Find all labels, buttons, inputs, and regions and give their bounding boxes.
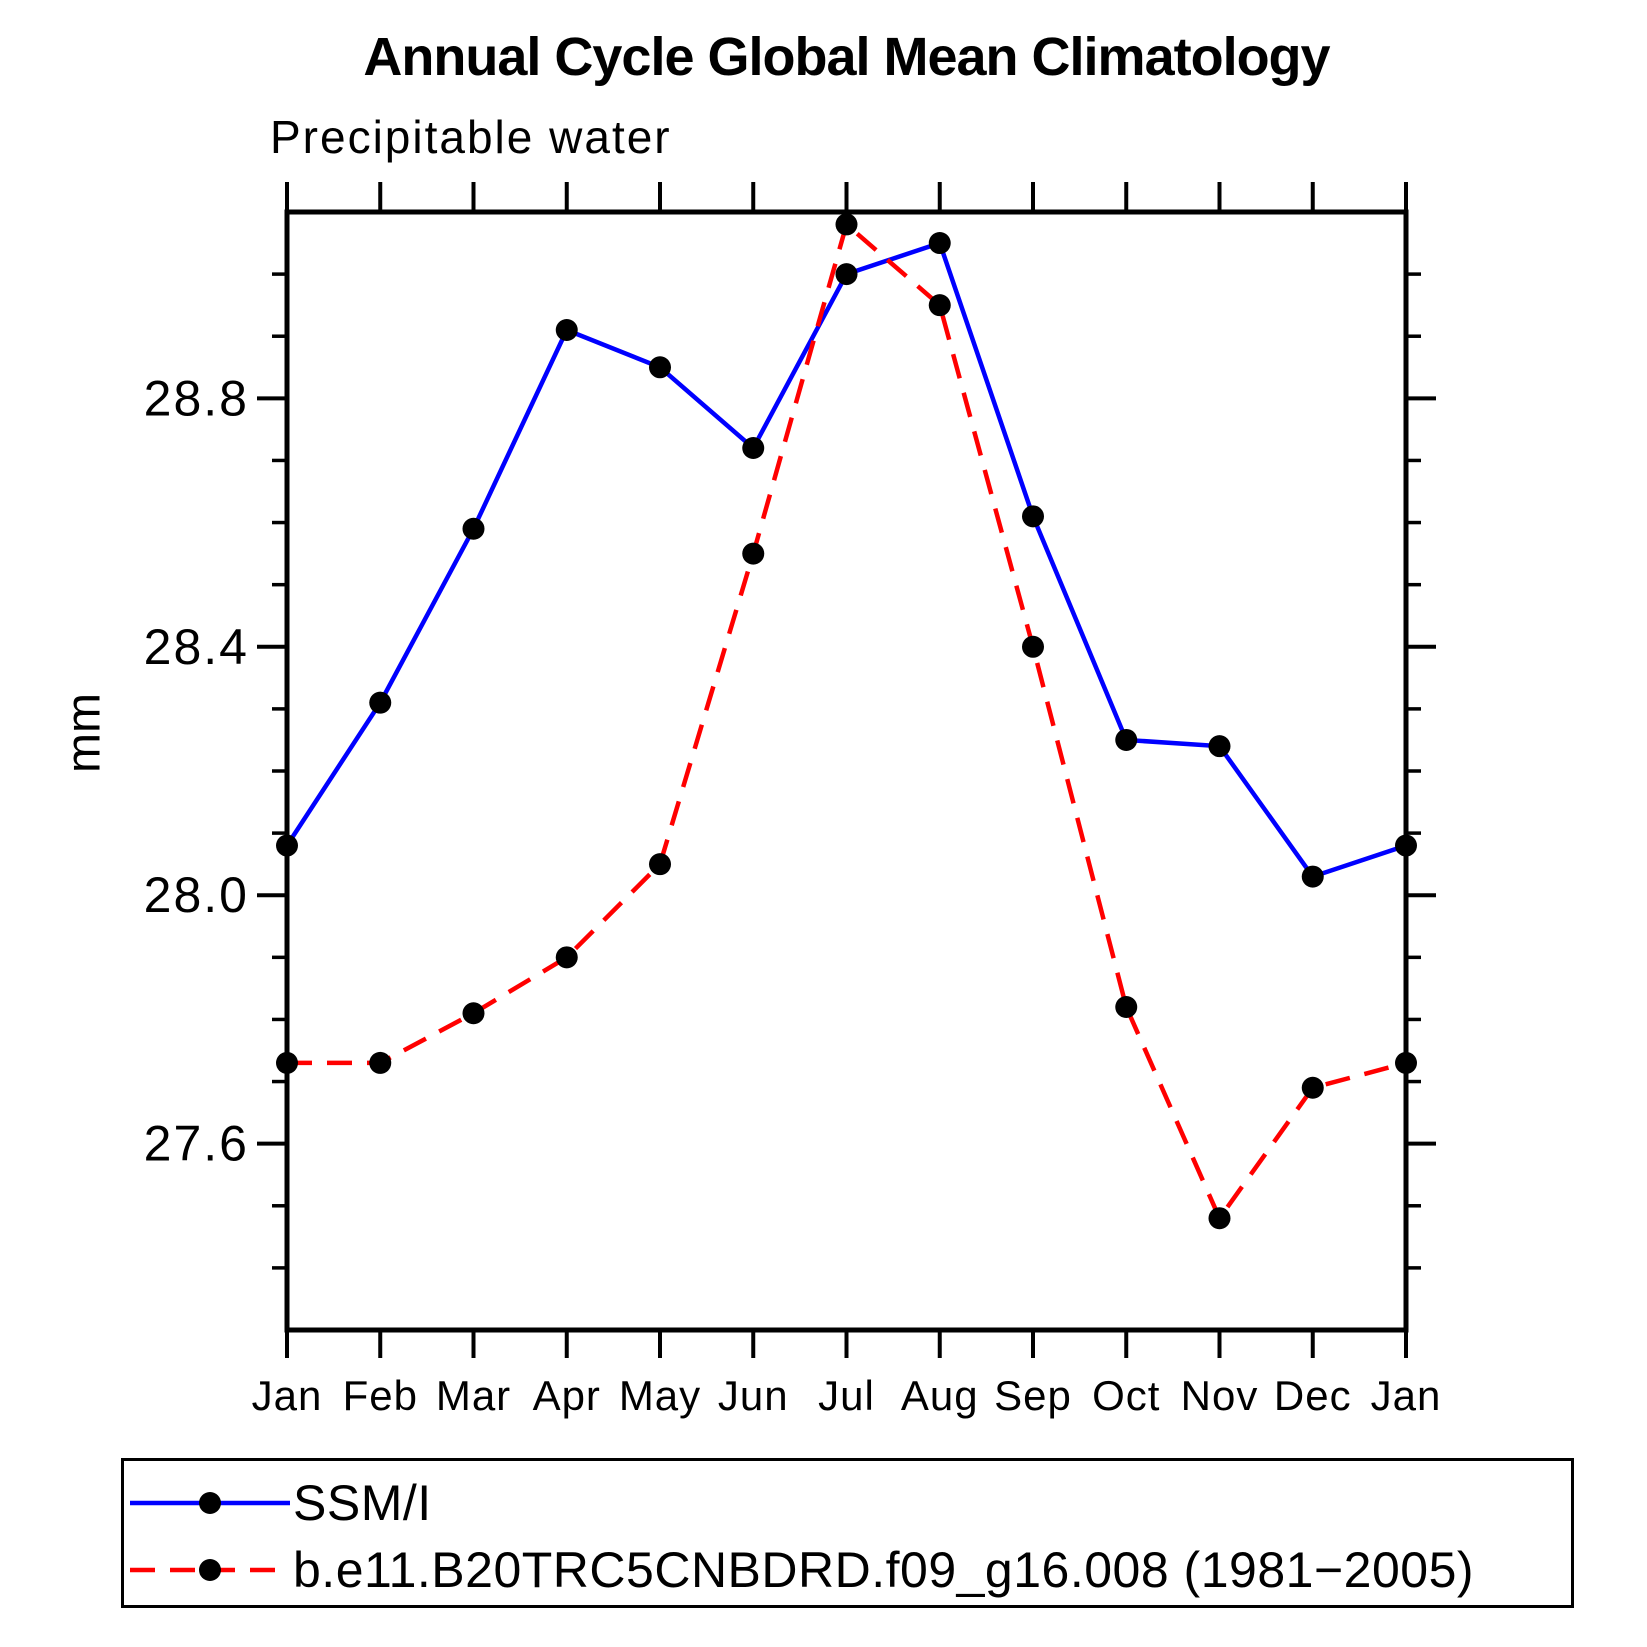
data-point-marker: [555, 319, 578, 342]
data-point-marker: [1115, 728, 1138, 751]
x-tick-label: May: [619, 1372, 701, 1419]
legend-line-sample: [130, 1559, 290, 1581]
x-tick-label: Nov: [1181, 1372, 1259, 1419]
legend-label: SSM/I: [293, 1475, 432, 1531]
x-tick-label: Dec: [1274, 1372, 1352, 1419]
data-point-marker: [928, 232, 951, 255]
x-tick-label: Feb: [343, 1372, 418, 1419]
chart-subtitle: Precipitable water: [270, 111, 672, 163]
legend-marker-dot: [199, 1559, 221, 1581]
x-tick-label: Jan: [252, 1372, 323, 1419]
data-point-marker: [369, 691, 392, 714]
data-point-marker: [742, 437, 765, 460]
y-tick-label: 27.6: [144, 1116, 249, 1172]
y-ticks: 27.6 28.0 28.4 28.8: [144, 272, 1436, 1270]
series-markers: [276, 213, 1417, 1230]
data-point-marker: [1208, 1207, 1231, 1230]
legend: SSM/I b.e11.B20TRC5CNBDRD.f09_g16.008 (1…: [121, 1458, 1574, 1608]
y-tick-label: 28.8: [144, 370, 249, 426]
x-tick-label: Sep: [994, 1372, 1072, 1419]
data-point-marker: [462, 1002, 485, 1025]
x-tick-label: Jun: [718, 1372, 789, 1419]
x-tick-label: Jan: [1371, 1372, 1442, 1419]
series-line-1: [287, 220, 1407, 1223]
data-point-marker: [1301, 1076, 1324, 1099]
x-tick-label: Jul: [818, 1372, 875, 1419]
data-point-marker: [835, 263, 858, 286]
data-point-marker: [276, 1051, 298, 1074]
data-point-marker: [1022, 635, 1044, 658]
y-tick-label: 28.0: [144, 867, 249, 923]
data-point-marker: [369, 1051, 392, 1074]
x-ticks: Jan Feb Mar Apr May Jun Jul Aug Sep Oct Nov Dec Jan: [252, 182, 1442, 1419]
data-point-marker: [928, 294, 951, 317]
data-point-marker: [1022, 505, 1044, 528]
data-point-marker: [555, 946, 578, 969]
data-point-marker: [1208, 735, 1231, 758]
x-tick-label: Oct: [1092, 1372, 1160, 1419]
series-line-0: [285, 240, 1407, 880]
data-point-marker: [1395, 1051, 1417, 1074]
data-point-marker: [835, 213, 858, 236]
x-tick-label: Aug: [901, 1372, 979, 1419]
data-point-marker: [649, 853, 671, 876]
data-point-marker: [1115, 996, 1138, 1019]
legend-marker-dot: [199, 1492, 221, 1514]
data-point-marker: [276, 834, 298, 857]
series-lines: [285, 220, 1407, 1223]
data-point-marker: [649, 356, 671, 379]
x-tick-label: Apr: [533, 1372, 601, 1419]
y-tick-label: 28.4: [144, 619, 249, 675]
data-point-marker: [1301, 865, 1324, 888]
x-tick-label: Mar: [436, 1372, 511, 1419]
data-point-marker: [1395, 834, 1417, 857]
data-point-marker: [742, 542, 765, 565]
legend-line-sample: [130, 1492, 290, 1514]
chart-title: Annual Cycle Global Mean Climatology: [363, 27, 1330, 87]
data-point-marker: [462, 517, 485, 540]
legend-label: b.e11.B20TRC5CNBDRD.f09_g16.008 (1981−20…: [293, 1542, 1475, 1598]
